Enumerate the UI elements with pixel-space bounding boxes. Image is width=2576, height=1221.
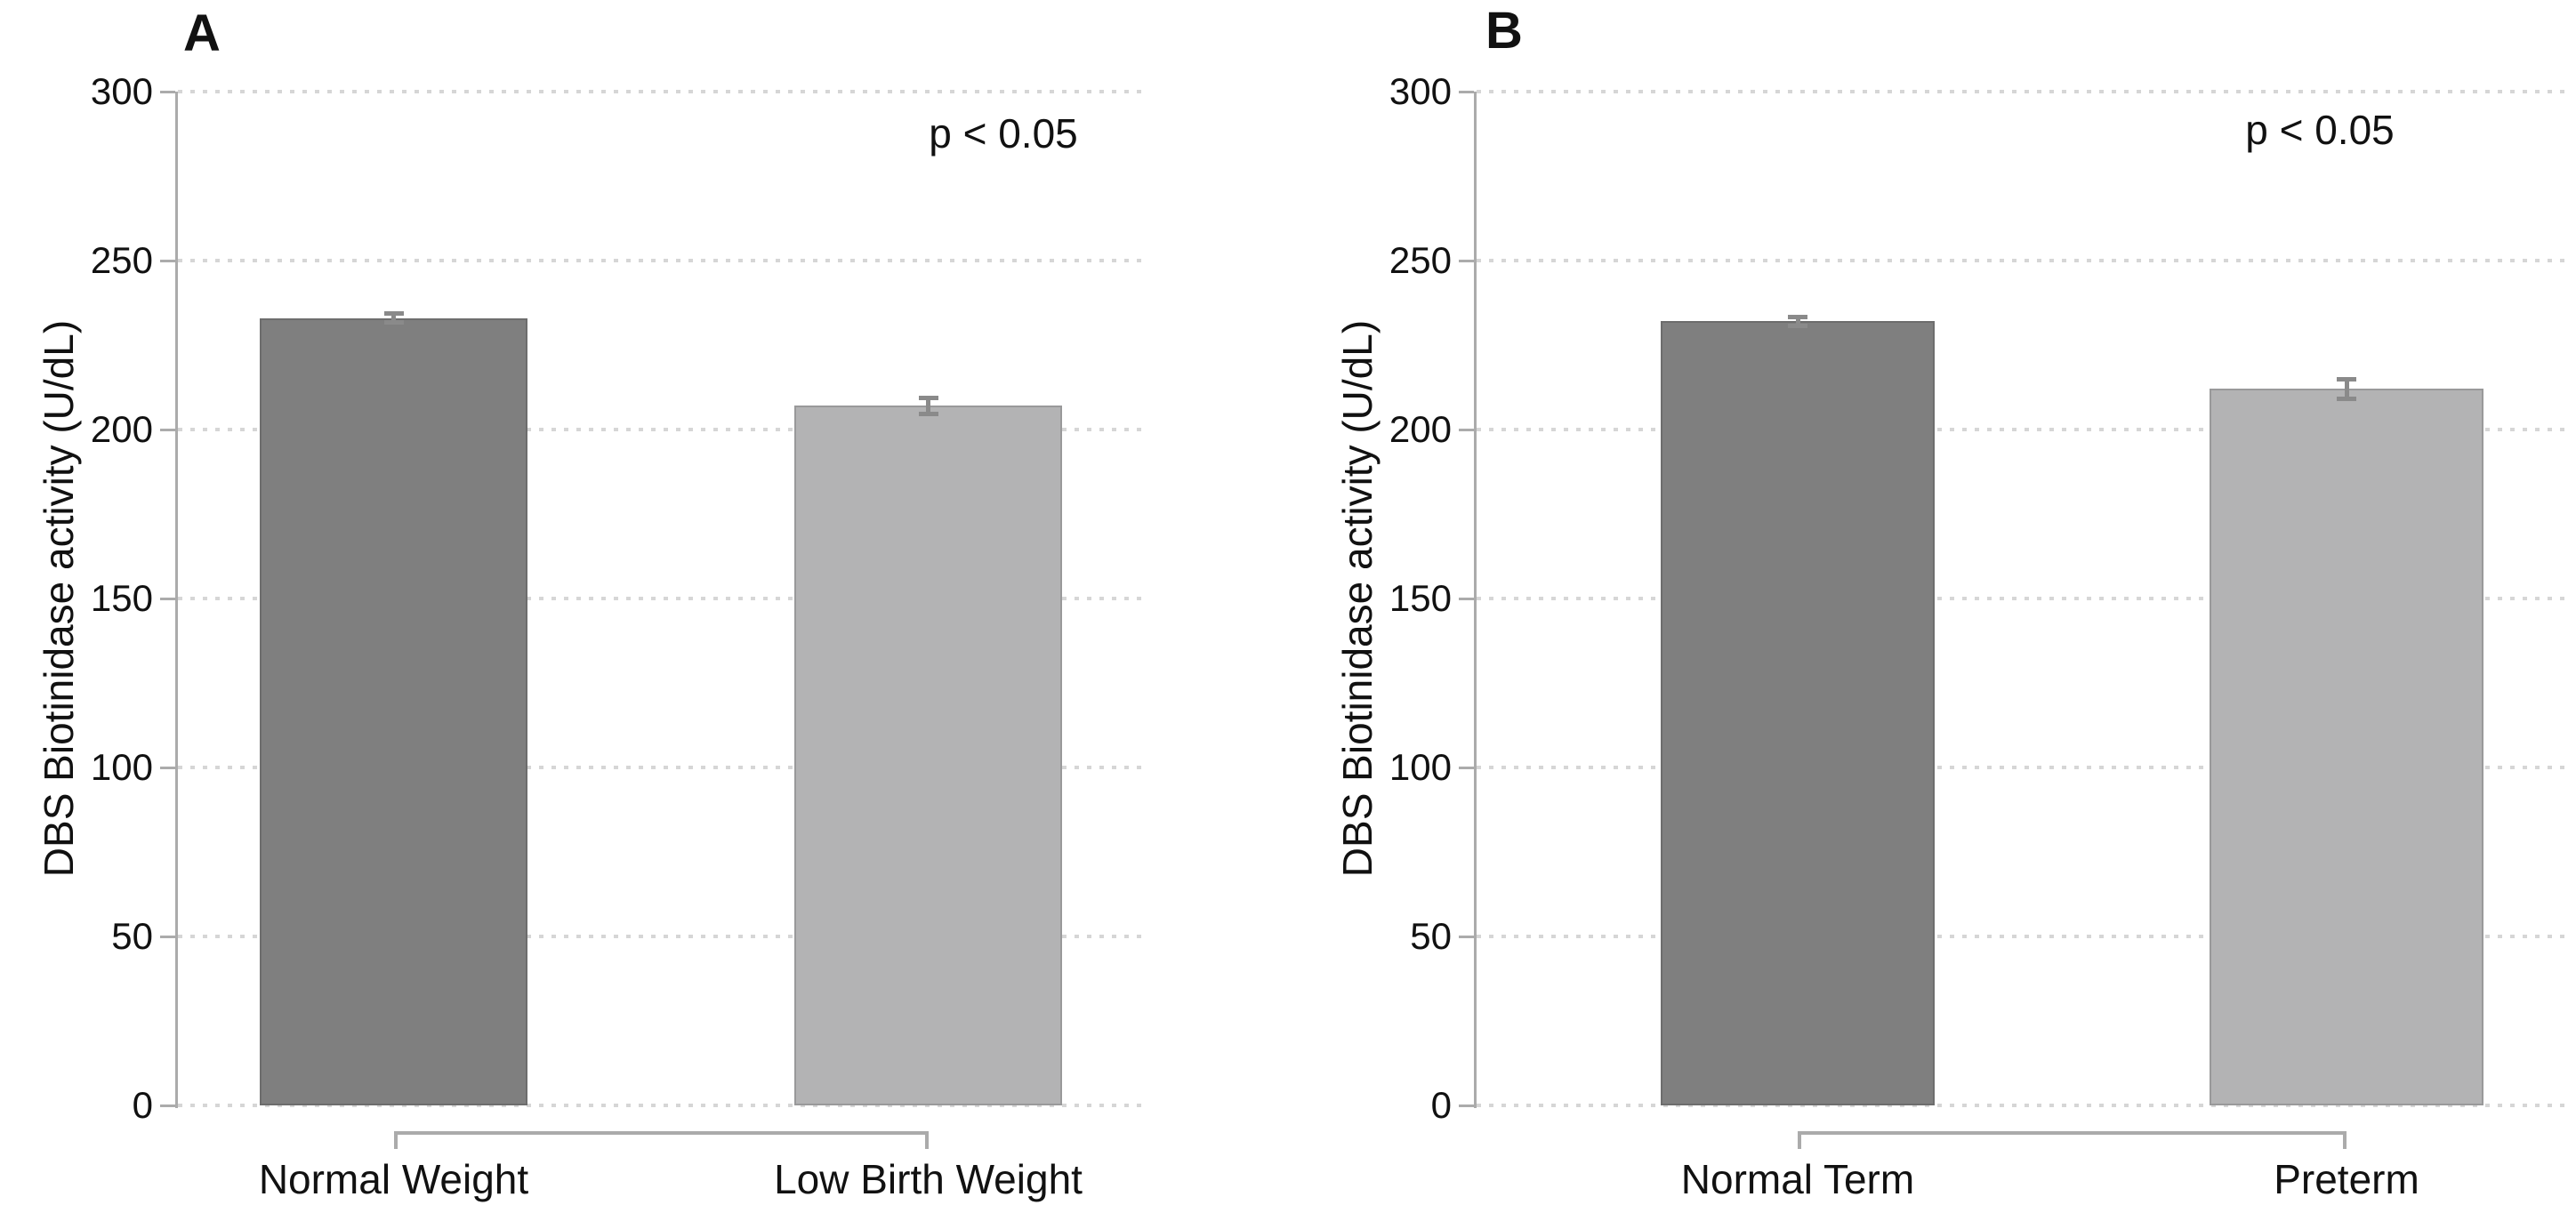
panel-a-y-tick-50 — [160, 935, 175, 938]
panel-b-error-bar-line-0 — [1795, 316, 1800, 327]
panel-a-y-tick-150 — [160, 597, 175, 600]
panel-a-bar-normal-weight — [260, 317, 527, 1105]
panel-b-comparison-bracket — [1798, 1131, 2347, 1149]
panel-b-category-label-0: Normal Term — [1680, 1156, 1915, 1202]
panel-b-letter: B — [1485, 2, 1523, 60]
panel-a-y-tick-250 — [160, 259, 175, 262]
panel-a-error-bar-cap-bottom-0 — [383, 320, 404, 325]
panel-b-error-bar-cap-bottom-0 — [1788, 324, 1807, 329]
panel-b-gridline-300 — [1477, 90, 2571, 93]
panel-b-gridline-150 — [1477, 597, 2571, 600]
panel-a-category-label-0: Normal Weight — [258, 1156, 529, 1202]
panel-a-gridline-200 — [178, 428, 1146, 431]
panel-b-y-tick-label-150: 150 — [1389, 577, 1452, 619]
panel-a-y-tick-300 — [160, 90, 175, 93]
panel-b-y-tick-label-0: 0 — [1430, 1084, 1452, 1126]
panel-a-y-tick-label-150: 150 — [90, 577, 153, 619]
panel-b-y-tick-150 — [1459, 597, 1474, 600]
panel-b-gridline-100 — [1477, 766, 2571, 769]
panel-a-y-tick-label-0: 0 — [132, 1084, 153, 1126]
panel-a-gridline-250 — [178, 259, 1146, 262]
panel-a-y-tick-label-250: 250 — [90, 239, 153, 281]
panel-a-gridline-150 — [178, 597, 1146, 600]
panel-a-error-bar-cap-top-1 — [918, 395, 938, 400]
panel-b-gridline-200 — [1477, 428, 2571, 431]
panel-a-bar-low-birth-weight — [794, 406, 1062, 1105]
panel-b-error-bar-line-1 — [2344, 379, 2349, 399]
panel-b-error-bar-cap-bottom-1 — [2337, 396, 2356, 401]
panel-b-y-axis-line — [1474, 92, 1477, 1108]
panel-a-y-tick-label-50: 50 — [111, 915, 153, 957]
panel-b-y-tick-100 — [1459, 766, 1474, 769]
panel-a-y-tick-0 — [160, 1104, 175, 1107]
panel-b-bar-preterm — [2210, 389, 2483, 1105]
panel-a-comparison-bracket — [393, 1131, 929, 1149]
panel-b-y-tick-label-250: 250 — [1389, 239, 1452, 281]
panel-a-error-bar-cap-bottom-1 — [918, 412, 938, 417]
panel-a-y-tick-label-300: 300 — [90, 70, 153, 112]
panel-a-error-bar-line-1 — [926, 397, 930, 415]
panel-b-y-tick-label-50: 50 — [1410, 915, 1452, 957]
panel-a-y-axis-line — [175, 92, 178, 1108]
panel-b-y-tick-200 — [1459, 428, 1474, 431]
panel-a-p-value-annotation: p < 0.05 — [929, 110, 1078, 157]
panel-b-y-tick-label-200: 200 — [1389, 408, 1452, 450]
panel-b-y-tick-label-100: 100 — [1389, 746, 1452, 788]
panel-a-letter: A — [183, 4, 221, 62]
panel-b-y-tick-50 — [1459, 935, 1474, 938]
panel-a-gridline-50 — [178, 935, 1146, 938]
panel-b-error-bar-cap-top-1 — [2337, 377, 2356, 382]
panel-a-gridline-300 — [178, 90, 1146, 93]
panel-a-error-bar-line-0 — [391, 312, 396, 324]
panel-b-y-tick-0 — [1459, 1104, 1474, 1107]
panel-b-p-value-annotation: p < 0.05 — [2245, 107, 2395, 153]
panel-b-gridline-50 — [1477, 935, 2571, 938]
panel-b-y-tick-250 — [1459, 259, 1474, 262]
panel-a-error-bar-cap-top-0 — [383, 310, 404, 316]
panel-a-y-tick-label-100: 100 — [90, 746, 153, 788]
panel-b-gridline-250 — [1477, 259, 2571, 262]
panel-b-bar-normal-term — [1661, 321, 1935, 1105]
panel-b-category-label-1: Preterm — [2274, 1156, 2419, 1202]
panel-b-y-tick-label-300: 300 — [1389, 70, 1452, 112]
panel-b-error-bar-cap-top-0 — [1788, 314, 1807, 319]
panel-a-gridline-0 — [178, 1104, 1146, 1107]
panel-a-y-tick-200 — [160, 428, 175, 431]
panel-b-y-tick-300 — [1459, 90, 1474, 93]
panel-a-y-tick-label-200: 200 — [90, 408, 153, 450]
panel-b-gridline-0 — [1477, 1104, 2571, 1107]
panel-a-y-tick-100 — [160, 766, 175, 769]
panel-a-category-label-1: Low Birth Weight — [774, 1156, 1083, 1202]
panel-a-gridline-100 — [178, 766, 1146, 769]
